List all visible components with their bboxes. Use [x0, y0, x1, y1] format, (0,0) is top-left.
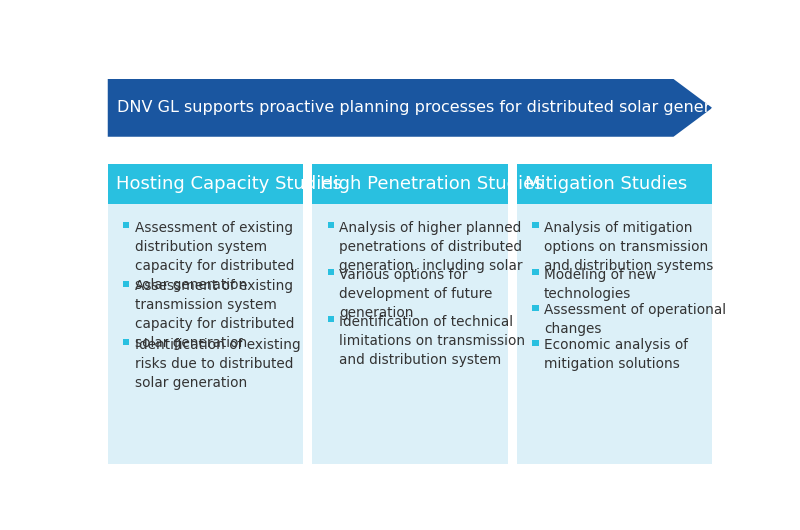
Text: Various options for
development of future
generation: Various options for development of futur…	[339, 268, 493, 320]
FancyBboxPatch shape	[517, 164, 712, 464]
Text: DNV GL supports proactive planning processes for distributed solar generation: DNV GL supports proactive planning proce…	[117, 100, 751, 116]
FancyBboxPatch shape	[123, 281, 130, 287]
Text: Mitigation Studies: Mitigation Studies	[525, 175, 687, 193]
FancyBboxPatch shape	[328, 316, 334, 322]
Polygon shape	[108, 79, 712, 137]
FancyBboxPatch shape	[533, 340, 538, 346]
FancyBboxPatch shape	[108, 164, 303, 464]
FancyBboxPatch shape	[312, 164, 508, 204]
Text: High Penetration Studies: High Penetration Studies	[320, 175, 544, 193]
Text: Identification of technical
limitations on transmission
and distribution system: Identification of technical limitations …	[339, 315, 526, 367]
FancyBboxPatch shape	[517, 164, 712, 204]
FancyBboxPatch shape	[533, 269, 538, 276]
FancyBboxPatch shape	[108, 164, 303, 204]
Text: Identification of existing
risks due to distributed
solar generation: Identification of existing risks due to …	[135, 338, 301, 390]
FancyBboxPatch shape	[123, 222, 130, 228]
Text: Assessment of existing
distribution system
capacity for distributed
solar genera: Assessment of existing distribution syst…	[135, 220, 294, 292]
FancyBboxPatch shape	[328, 222, 334, 228]
FancyBboxPatch shape	[312, 164, 508, 464]
FancyBboxPatch shape	[533, 222, 538, 228]
Text: Assessment of operational
changes: Assessment of operational changes	[544, 303, 726, 336]
Text: Analysis of higher planned
penetrations of distributed
generation, including sol: Analysis of higher planned penetrations …	[339, 220, 523, 272]
FancyBboxPatch shape	[328, 269, 334, 276]
Text: Assessment of existing
transmission system
capacity for distributed
solar genera: Assessment of existing transmission syst…	[135, 279, 294, 350]
FancyBboxPatch shape	[533, 305, 538, 311]
Text: Hosting Capacity Studies: Hosting Capacity Studies	[115, 175, 342, 193]
Text: Analysis of mitigation
options on transmission
and distribution systems: Analysis of mitigation options on transm…	[544, 220, 714, 272]
Text: Modeling of new
technologies: Modeling of new technologies	[544, 268, 657, 301]
Text: Economic analysis of
mitigation solutions: Economic analysis of mitigation solution…	[544, 339, 688, 372]
FancyBboxPatch shape	[123, 339, 130, 346]
